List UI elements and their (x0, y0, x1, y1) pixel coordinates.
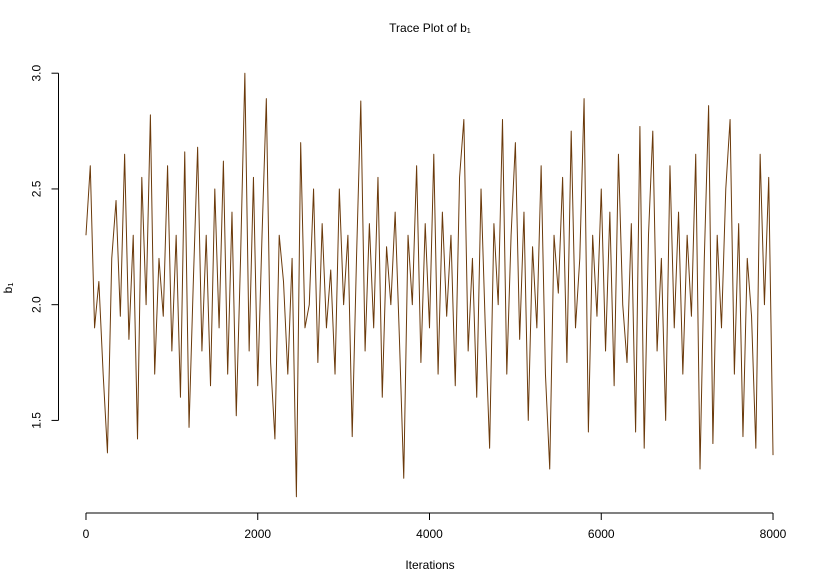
y-tick-label: 3.0 (30, 65, 44, 82)
y-tick-label: 1.5 (30, 412, 44, 429)
x-tick-label: 6000 (588, 527, 615, 541)
y-tick-label: 2.0 (30, 296, 44, 313)
x-tick-label: 8000 (760, 527, 787, 541)
chart-title: Trace Plot of b₁ (389, 21, 471, 35)
y-axis-label: b₁ (1, 283, 15, 294)
x-tick-label: 4000 (416, 527, 443, 541)
x-tick-label: 2000 (244, 527, 271, 541)
trace-line (85, 72, 774, 498)
y-tick-label: 2.5 (30, 180, 44, 197)
x-tick-label: 0 (83, 527, 90, 541)
x-axis-label: Iterations (405, 558, 454, 572)
